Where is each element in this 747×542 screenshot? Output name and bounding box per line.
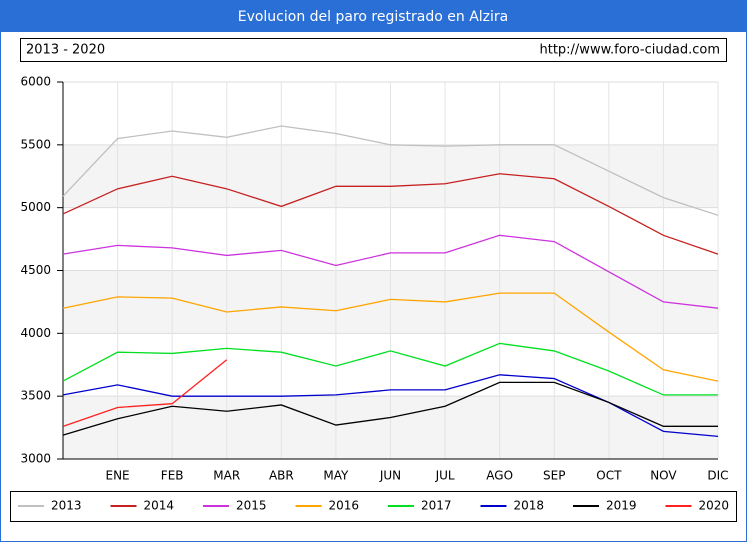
legend-label: 2018	[514, 499, 545, 513]
y-tick-label: 5500	[20, 137, 51, 151]
y-tick-label: 4500	[20, 263, 51, 277]
x-tick-label: NOV	[650, 469, 677, 483]
x-tick-label: MAR	[213, 469, 240, 483]
source: http://www.foro-ciudad.com	[539, 43, 720, 58]
x-tick-label: JUL	[435, 469, 455, 483]
legend-label: 2016	[329, 499, 360, 513]
series-line	[62, 381, 718, 436]
legend-label: 2017	[421, 499, 452, 513]
x-tick-label: OCT	[596, 469, 622, 483]
series-line	[62, 173, 719, 255]
x-tick-label: FEB	[161, 469, 184, 483]
x-tick-label: JUN	[379, 469, 401, 483]
series-line	[62, 125, 719, 216]
x-tick-label: ABR	[269, 469, 294, 483]
y-tick-label: 6000	[20, 75, 51, 89]
chart-title: Evolucion del paro registrado en Alzira	[238, 9, 509, 25]
x-tick-label: SEP	[543, 469, 565, 483]
legend-label: 2013	[51, 499, 82, 513]
legend-box	[10, 491, 737, 522]
x-tick-label: AGO	[486, 469, 513, 483]
y-tick-label: 5000	[20, 200, 51, 214]
series-line	[62, 342, 718, 396]
title-bar	[0, 0, 747, 32]
y-tick-label: 4000	[20, 326, 51, 340]
y-tick-label: 3000	[20, 452, 51, 466]
subtitle: 2013 - 2020	[26, 43, 105, 58]
x-tick-label: DIC	[707, 469, 728, 483]
legend-label: 2014	[144, 499, 175, 513]
legend-label: 2020	[699, 499, 730, 513]
series-line	[62, 234, 719, 309]
legend-label: 2015	[236, 499, 267, 513]
series-line	[62, 292, 719, 382]
y-tick-label: 3500	[20, 389, 51, 403]
x-tick-label: ENE	[106, 469, 130, 483]
subtitle-box	[20, 38, 727, 62]
series-line	[62, 359, 228, 427]
x-tick-label: MAY	[323, 469, 349, 483]
legend-label: 2019	[606, 499, 637, 513]
